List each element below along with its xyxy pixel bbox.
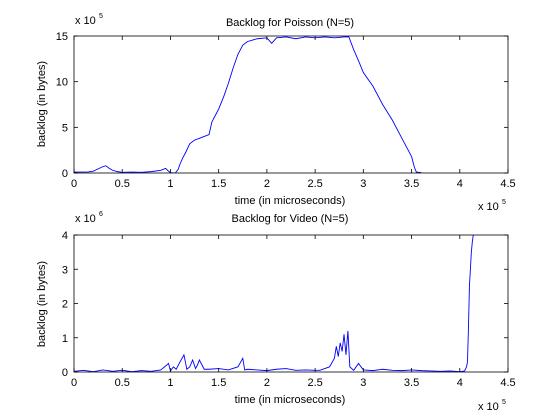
poisson-series-line-0 (74, 36, 422, 173)
video-y-tick-label: 0 (62, 367, 68, 379)
video-x-tick-label: 3 (360, 377, 366, 389)
poisson-plot-axes-box (73, 35, 509, 174)
video-x-tick-label: 1 (167, 377, 173, 389)
video-plot-y-exponent: x 10 6 (75, 211, 103, 225)
poisson-x-tick-label: 0.5 (115, 178, 130, 190)
video-x-tick-label: 1.5 (211, 377, 226, 389)
poisson-x-tick-label: 1.5 (211, 178, 226, 190)
video-plot-ylabel: backlog (in bytes) (36, 261, 48, 347)
poisson-x-tick-label: 2.5 (307, 178, 322, 190)
video-plot: Backlog for Video (N=5) x 10 6 x 10 5 ti… (36, 211, 516, 413)
video-y-tick-label: 1 (62, 333, 68, 345)
poisson-x-tick-label: 4.5 (500, 178, 515, 190)
poisson-y-exponent-power: 5 (99, 13, 103, 20)
poisson-x-tick-label: 1 (167, 178, 173, 190)
poisson-y-tick-label: 5 (62, 122, 68, 134)
video-plot-x-exponent: x 10 5 (478, 399, 506, 413)
poisson-y-exponent-base: x 10 (75, 15, 96, 27)
video-x-tick-label: 0.5 (115, 377, 130, 389)
video-x-exponent-power: 5 (502, 399, 506, 406)
poisson-x-tick-label: 0 (71, 178, 77, 190)
video-y-tick-label: 2 (62, 299, 68, 311)
video-plot-title: Backlog for Video (N=5) (232, 213, 349, 225)
video-y-exponent-base: x 10 (75, 213, 96, 225)
poisson-x-exponent-base: x 10 (478, 201, 499, 213)
video-y-tick-label: 4 (62, 230, 68, 242)
poisson-x-tick-label: 3.5 (404, 178, 419, 190)
poisson-y-tick-label: 0 (62, 168, 68, 180)
poisson-plot: Backlog for Poisson (N=5) x 10 5 x 10 5 … (36, 13, 516, 213)
video-x-exponent-base: x 10 (478, 401, 499, 413)
poisson-y-tick-label: 10 (56, 77, 68, 89)
poisson-x-tick-label: 4 (457, 178, 463, 190)
poisson-y-tick-label: 15 (56, 31, 68, 43)
video-y-tick-label: 3 (62, 264, 68, 276)
poisson-plot-ticks-layer: 0 0.5 1 1.5 2 2.5 3 3.5 4 4.5 0 5 10 15 (56, 31, 516, 190)
video-plot-axes-box (73, 234, 509, 373)
video-x-tick-label: 4 (457, 377, 463, 389)
video-y-exponent-power: 6 (99, 211, 103, 218)
video-plot-xlabel: time (in microseconds) (235, 394, 346, 406)
video-x-tick-label: 2 (264, 377, 270, 389)
video-x-tick-label: 4.5 (500, 377, 515, 389)
poisson-x-tick-label: 3 (360, 178, 366, 190)
video-x-tick-label: 3.5 (404, 377, 419, 389)
poisson-plot-y-exponent: x 10 5 (75, 13, 103, 27)
poisson-plot-xlabel: time (in microseconds) (235, 195, 346, 207)
video-x-tick-label: 2.5 (307, 377, 322, 389)
poisson-plot-series-layer (74, 36, 422, 173)
video-x-tick-label: 0 (71, 377, 77, 389)
poisson-plot-x-exponent: x 10 5 (478, 199, 506, 213)
poisson-x-exponent-power: 5 (502, 199, 506, 206)
video-plot-ticks-layer: 0 0.5 1 1.5 2 2.5 3 3.5 4 4.5 0 1 2 3 4 (62, 230, 516, 389)
poisson-plot-title: Backlog for Poisson (N=5) (226, 17, 354, 29)
poisson-x-tick-label: 2 (264, 178, 270, 190)
poisson-plot-ylabel: backlog (in bytes) (36, 61, 48, 147)
